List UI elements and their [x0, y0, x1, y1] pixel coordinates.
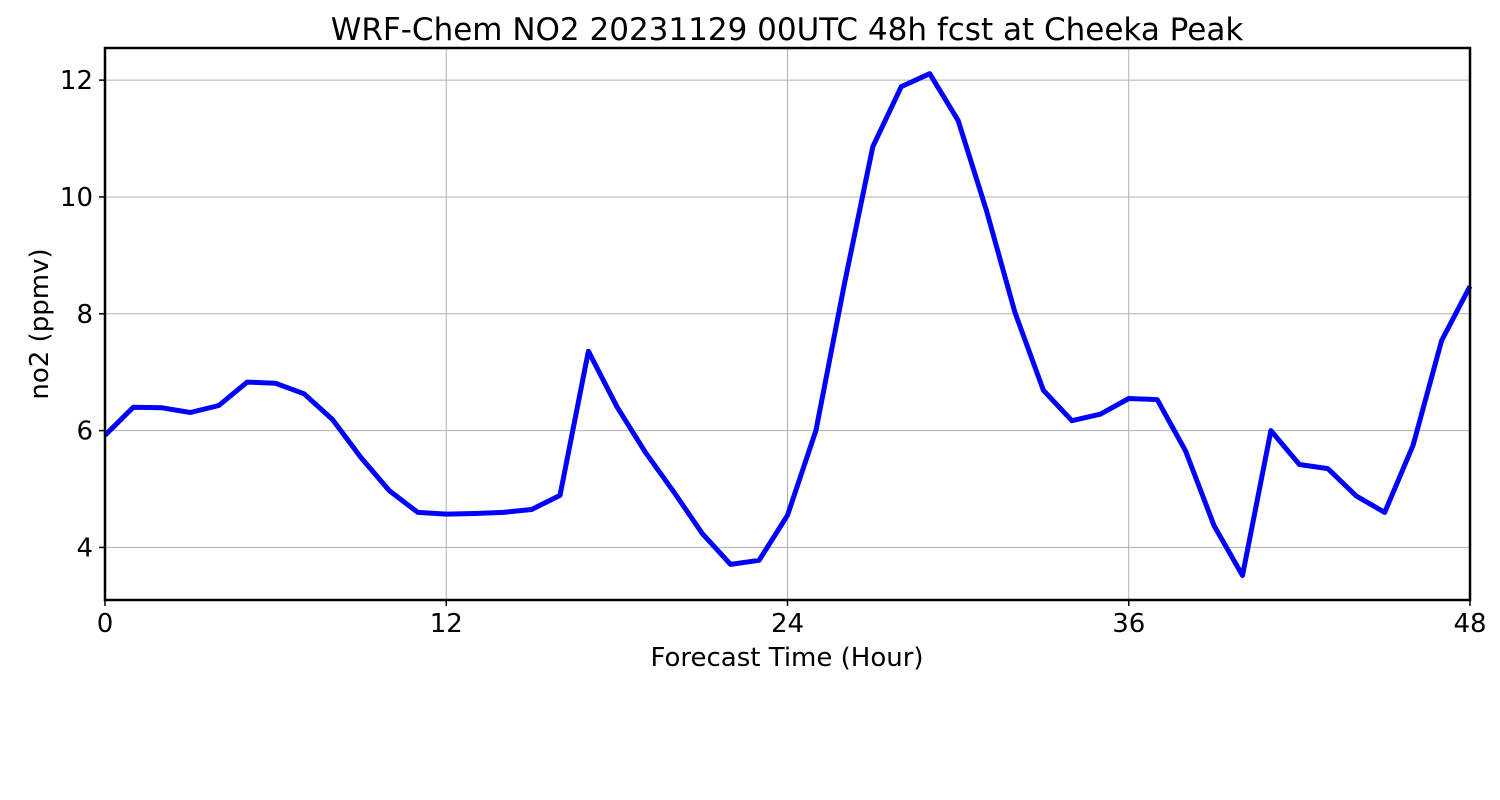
x-tick-label: 36: [1112, 609, 1145, 639]
y-tick-label: 10: [60, 183, 93, 213]
x-tick-label: 12: [430, 609, 463, 639]
y-axis-label: no2 (ppmv): [25, 248, 55, 399]
y-tick-label: 4: [76, 533, 93, 563]
x-axis-label: Forecast Time (Hour): [650, 643, 923, 673]
series-layer: [103, 71, 1473, 578]
y-tick-label: 8: [76, 300, 93, 330]
x-tick-label: 48: [1453, 609, 1486, 639]
x-tick-label: 0: [97, 609, 114, 639]
chart-title: WRF-Chem NO2 20231129 00UTC 48h fcst at …: [331, 12, 1244, 48]
no2-series-line: [103, 71, 1473, 578]
axis-ticks: 0 12 24 36 48 4 6 8 10 12: [60, 66, 1487, 639]
y-tick-label: 12: [60, 66, 93, 96]
x-tick-label: 24: [771, 609, 804, 639]
y-tick-label: 6: [76, 417, 93, 447]
